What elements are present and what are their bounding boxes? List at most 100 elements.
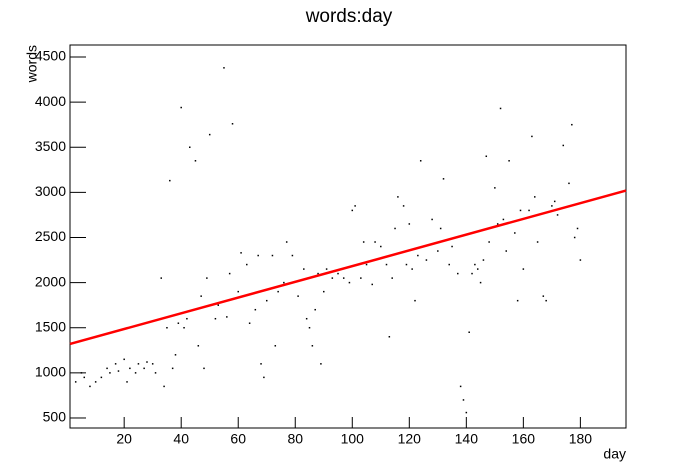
x-tick-label: 60	[230, 431, 246, 447]
point	[573, 236, 576, 239]
point	[534, 196, 536, 198]
point	[169, 179, 171, 182]
point	[80, 372, 83, 374]
point	[365, 263, 368, 266]
point	[391, 277, 393, 279]
plot-frame	[69, 44, 627, 429]
point	[214, 317, 217, 320]
point	[143, 367, 145, 370]
point	[465, 411, 468, 414]
point	[163, 385, 165, 388]
point	[94, 381, 97, 383]
point	[545, 299, 547, 302]
point	[274, 345, 277, 347]
x-tick-label: 160	[512, 431, 536, 447]
point	[231, 123, 234, 125]
point	[160, 277, 162, 279]
point	[394, 227, 396, 230]
point	[246, 263, 248, 266]
point	[197, 345, 200, 347]
point	[425, 259, 428, 261]
point	[385, 263, 388, 266]
point	[134, 372, 137, 374]
point	[402, 205, 405, 207]
point	[200, 295, 202, 297]
point	[106, 367, 108, 370]
y-axis-label: words	[24, 45, 40, 83]
point	[237, 290, 239, 293]
point	[305, 317, 308, 320]
point	[325, 268, 328, 270]
point	[254, 308, 257, 311]
point	[462, 399, 465, 401]
point	[171, 367, 174, 370]
point	[257, 254, 259, 257]
point	[83, 376, 86, 379]
point	[397, 196, 399, 198]
point	[277, 290, 279, 293]
point	[579, 259, 582, 261]
point	[451, 245, 453, 248]
point	[522, 268, 525, 270]
point	[248, 322, 251, 324]
point	[505, 250, 507, 252]
point	[129, 367, 131, 370]
point	[154, 372, 157, 374]
point	[263, 376, 265, 379]
point	[117, 370, 120, 372]
point	[186, 317, 188, 320]
point	[240, 252, 242, 254]
point	[271, 254, 274, 257]
point	[126, 381, 128, 383]
point	[405, 263, 408, 266]
point	[308, 326, 311, 329]
y-tick-label: 3000	[35, 183, 66, 199]
point	[474, 263, 476, 266]
point	[283, 281, 285, 284]
point	[571, 123, 573, 126]
point	[362, 241, 365, 243]
point	[553, 200, 556, 203]
point	[479, 281, 482, 284]
point	[223, 67, 225, 69]
point	[457, 272, 459, 275]
point	[342, 277, 345, 279]
point	[408, 223, 411, 225]
point	[542, 295, 545, 297]
point	[177, 322, 180, 324]
point	[109, 372, 111, 374]
point	[174, 354, 177, 356]
point	[100, 376, 103, 379]
y-tick-label: 3500	[35, 138, 66, 154]
x-tick-label: 80	[287, 431, 303, 447]
x-axis-label: day	[603, 446, 626, 462]
point	[502, 218, 505, 221]
point	[354, 205, 356, 207]
point	[303, 268, 305, 270]
y-tick-label: 4000	[35, 93, 66, 109]
point	[348, 281, 351, 284]
point	[494, 187, 496, 189]
x-tick-label: 180	[569, 431, 593, 447]
point	[411, 268, 413, 270]
point	[123, 358, 125, 361]
point	[551, 205, 553, 207]
point	[468, 331, 470, 333]
point	[442, 178, 445, 180]
point	[317, 272, 319, 275]
point	[180, 106, 182, 109]
point	[226, 316, 228, 318]
point	[459, 385, 462, 388]
point	[217, 304, 220, 306]
point	[151, 363, 154, 365]
point	[194, 160, 197, 162]
x-tick-label: 20	[116, 431, 132, 447]
x-tick-label: 100	[341, 431, 365, 447]
point	[291, 254, 294, 257]
point	[439, 227, 442, 230]
point	[285, 241, 288, 243]
point	[371, 283, 373, 286]
point	[516, 299, 519, 302]
point	[265, 299, 268, 302]
